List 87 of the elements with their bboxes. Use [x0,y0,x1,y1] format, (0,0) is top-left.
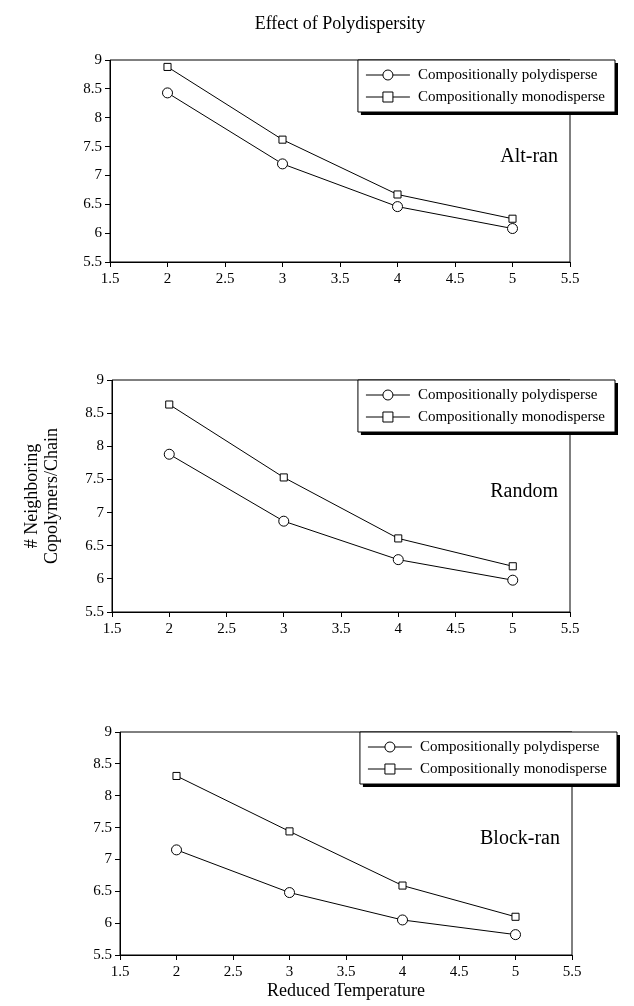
y-tick-label: 6 [94,224,103,241]
x-tick-label: 5.5 [562,962,582,979]
point [508,562,517,571]
point [508,214,517,223]
y-tick-label: 7.5 [85,470,104,487]
x-tick-label: 2.5 [217,619,236,636]
x-tick-label: 1.5 [102,619,122,636]
x-tick-label: 5.5 [560,619,580,636]
y-tick-label: 9 [96,370,104,387]
point [284,887,295,899]
x-axis-title: Reduced Temperature [267,979,425,1000]
point [393,190,402,199]
y-tick-label: 7 [96,503,105,520]
legend-label: Compositionally polydisperse [419,737,600,754]
y-tick-label: 8.5 [85,404,104,421]
point [394,534,403,543]
point [278,515,290,527]
x-tick-label: 3 [280,619,288,636]
y-tick-label: 6.5 [93,882,112,899]
x-tick-label: 2.5 [223,962,243,979]
annotation: Block-ran [480,826,560,849]
annotation: Random [490,478,559,501]
y-tick-label: 9 [94,50,102,67]
x-tick-label: 5 [511,962,520,979]
point [398,881,407,890]
y-tick-label: 5.5 [83,252,102,269]
point [163,62,172,71]
y-tick-label: 6 [96,569,105,586]
x-tick-label: 4 [393,269,402,286]
x-tick-label: 4.5 [446,619,465,636]
x-tick-label: 3.5 [331,619,351,636]
point [397,914,408,926]
y-tick-label: 9 [104,722,112,739]
point [507,223,518,235]
x-tick-label: 2 [165,619,173,636]
point [277,158,288,170]
x-tick-label: 4 [398,962,407,979]
point [162,87,173,99]
point [172,771,181,780]
y-tick-label: 8.5 [93,754,112,771]
legend-label: Compositionally monodisperse [417,407,606,424]
y-tick-label: 6 [104,914,113,931]
x-tick-label: 2 [172,962,181,979]
point [510,929,521,941]
y-tick-label: 8 [104,786,112,803]
y-tick-label: 7 [104,850,113,867]
legend-label: Compositionally polydisperse [417,65,598,82]
y-axis-title: # Neighboring Copolymers/Chain [20,428,61,564]
x-tick-label: 2 [163,269,172,286]
annotation: Alt-ran [500,144,558,167]
x-tick-label: 3.5 [336,962,356,979]
point [171,844,182,856]
x-tick-label: 5.5 [560,269,580,286]
y-tick-label: 6.5 [83,195,102,212]
x-tick-label: 4 [394,619,403,636]
point [279,473,288,482]
point [285,827,294,836]
x-tick-label: 1.5 [110,962,130,979]
x-tick-label: 2.5 [215,269,235,286]
y-tick-label: 5.5 [93,945,112,962]
point [278,135,287,144]
y-tick-label: 7 [94,166,103,183]
y-tick-label: 5.5 [85,602,104,619]
legend-label: Compositionally monodisperse [419,759,608,776]
x-tick-label: 4.5 [445,269,465,286]
point [165,400,174,409]
legend-label: Compositionally polydisperse [417,385,598,402]
x-tick-label: 3 [278,269,287,286]
x-tick-label: 5 [508,269,517,286]
point [163,448,175,460]
x-tick-label: 3.5 [330,269,350,286]
point [392,201,403,213]
chart-title: Effect of Polydispersity [254,12,426,33]
y-tick-label: 7.5 [93,818,112,835]
y-tick-label: 8.5 [83,79,102,96]
legend-label: Compositionally monodisperse [417,87,606,104]
point [392,554,404,566]
y-tick-label: 8 [94,108,102,125]
y-tick-label: 8 [96,437,104,454]
x-tick-label: 3 [285,962,294,979]
x-tick-label: 5 [509,619,517,636]
x-tick-label: 1.5 [100,269,120,286]
y-tick-label: 7.5 [83,137,102,154]
point [507,574,519,586]
y-tick-label: 6.5 [85,536,104,553]
point [511,912,520,921]
x-tick-label: 4.5 [449,962,469,979]
